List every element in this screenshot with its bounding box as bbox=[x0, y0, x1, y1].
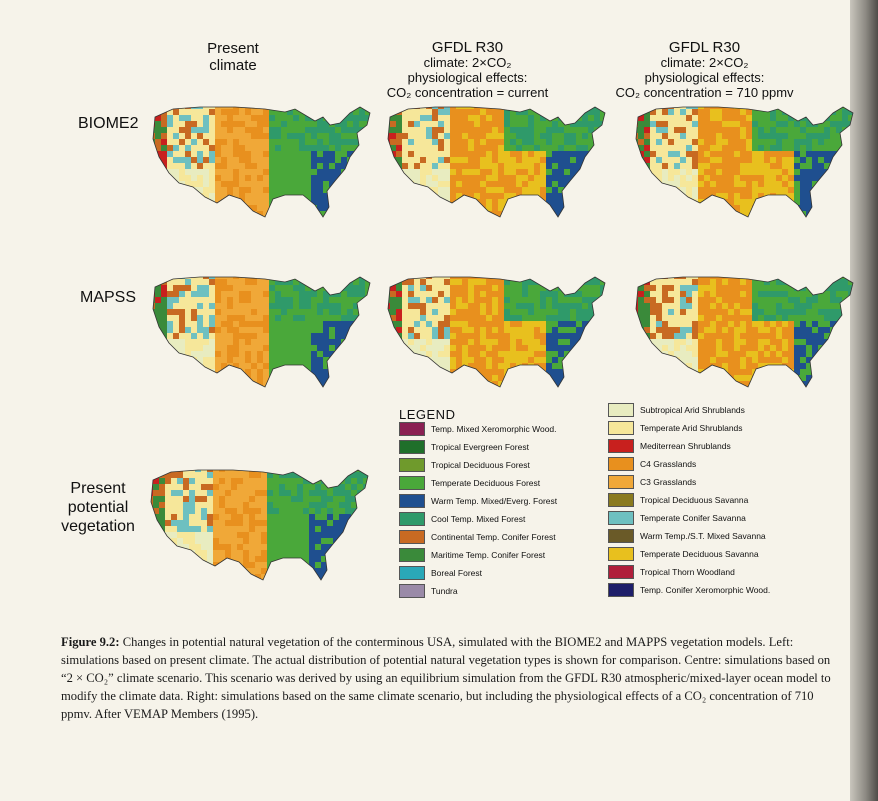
legend-item: Temperate Deciduous Savanna bbox=[608, 546, 759, 562]
legend-swatch bbox=[399, 422, 425, 436]
legend-item: Continental Temp. Conifer Forest bbox=[399, 529, 556, 545]
map-mapss-gfdl-current bbox=[387, 276, 606, 388]
legend-swatch bbox=[608, 529, 634, 543]
legend-swatch bbox=[608, 511, 634, 525]
legend-label: Mediterrean Shrublands bbox=[640, 441, 731, 451]
legend-swatch bbox=[608, 583, 634, 597]
legend-item: Tropical Deciduous Forest bbox=[399, 457, 530, 473]
legend-item: Temperate Deciduous Forest bbox=[399, 475, 540, 491]
legend-item: Mediterrean Shrublands bbox=[608, 438, 731, 454]
legend-item: Warm Temp./S.T. Mixed Savanna bbox=[608, 528, 766, 544]
legend-item: Tropical Deciduous Savanna bbox=[608, 492, 748, 508]
legend-label: Tropical Thorn Woodland bbox=[640, 567, 735, 577]
legend-title: LEGEND bbox=[399, 407, 456, 422]
legend-swatch bbox=[399, 476, 425, 490]
legend-label: Warm Temp./S.T. Mixed Savanna bbox=[640, 531, 766, 541]
legend-item: Cool Temp. Mixed Forest bbox=[399, 511, 525, 527]
legend-item: Warm Temp. Mixed/Everg. Forest bbox=[399, 493, 557, 509]
legend-label: Tropical Deciduous Forest bbox=[431, 460, 530, 470]
legend-swatch bbox=[399, 530, 425, 544]
row-label-biome2: BIOME2 bbox=[78, 115, 139, 132]
map-biome2-gfdl-current bbox=[387, 106, 606, 218]
map-mapss-present bbox=[152, 276, 371, 388]
legend-swatch bbox=[608, 457, 634, 471]
legend-swatch bbox=[399, 584, 425, 598]
legend-swatch bbox=[399, 512, 425, 526]
column-header-present: Present climate bbox=[207, 40, 259, 74]
map-biome2-present bbox=[152, 106, 371, 218]
present-potential-vegetation-label: Present potential vegetation bbox=[61, 480, 135, 535]
caption-label: Figure 9.2: bbox=[61, 635, 120, 649]
map-biome2-gfdl-710 bbox=[635, 106, 854, 218]
legend-swatch bbox=[399, 440, 425, 454]
legend-item: C4 Grasslands bbox=[608, 456, 696, 472]
legend-label: Temp. Conifer Xeromorphic Wood. bbox=[640, 585, 771, 595]
legend-label: Warm Temp. Mixed/Everg. Forest bbox=[431, 496, 558, 506]
column-header-gfdl-current: GFDL R30 climate: 2×CO₂ physiological ef… bbox=[386, 39, 549, 100]
legend-swatch bbox=[399, 494, 425, 508]
map-mapss-gfdl-710 bbox=[635, 276, 854, 388]
caption-text: Changes in potential natural vegetation … bbox=[61, 635, 831, 721]
legend-label: C3 Grasslands bbox=[640, 477, 697, 487]
legend-label: Maritime Temp. Conifer Forest bbox=[431, 550, 546, 560]
legend-label: Temperate Arid Shrublands bbox=[640, 423, 743, 433]
row-label-mapss: MAPSS bbox=[80, 289, 137, 306]
legend-label: Cool Temp. Mixed Forest bbox=[431, 514, 526, 524]
legend-swatch bbox=[399, 458, 425, 472]
legend-item: Temperate Conifer Savanna bbox=[608, 510, 746, 526]
legend-item: Tropical Evergreen Forest bbox=[399, 439, 529, 455]
legend-swatch bbox=[399, 548, 425, 562]
legend-swatch bbox=[399, 566, 425, 580]
legend-label: Subtropical Arid Shrublands bbox=[640, 405, 745, 415]
legend-swatch bbox=[608, 475, 634, 489]
legend-label: Tundra bbox=[431, 586, 458, 596]
legend-item: Tropical Thorn Woodland bbox=[608, 564, 735, 580]
legend-label: Continental Temp. Conifer Forest bbox=[431, 532, 556, 542]
legend-item: Boreal Forest bbox=[399, 565, 482, 581]
figure-caption: Figure 9.2: Changes in potential natural… bbox=[61, 633, 841, 723]
legend-item: Temp. Conifer Xeromorphic Wood. bbox=[608, 582, 770, 598]
legend-label: Temp. Mixed Xeromorphic Wood. bbox=[431, 424, 557, 434]
page-edge bbox=[850, 0, 878, 801]
legend-label: Tropical Deciduous Savanna bbox=[640, 495, 749, 505]
map-present-potential-vegetation bbox=[150, 469, 369, 581]
legend-item: Tundra bbox=[399, 583, 458, 599]
legend-label: C4 Grasslands bbox=[640, 459, 697, 469]
legend-label: Temperate Conifer Savanna bbox=[640, 513, 746, 523]
legend-label: Tropical Evergreen Forest bbox=[431, 442, 529, 452]
legend-swatch bbox=[608, 565, 634, 579]
legend-item: Temp. Mixed Xeromorphic Wood. bbox=[399, 421, 557, 437]
column-header-gfdl-710: GFDL R30 climate: 2×CO₂ physiological ef… bbox=[615, 39, 794, 100]
legend-item: Maritime Temp. Conifer Forest bbox=[399, 547, 545, 563]
legend-label: Temperate Deciduous Savanna bbox=[640, 549, 759, 559]
legend-swatch bbox=[608, 403, 634, 417]
legend-swatch bbox=[608, 493, 634, 507]
legend-item: Temperate Arid Shrublands bbox=[608, 420, 743, 436]
legend-label: Boreal Forest bbox=[431, 568, 483, 578]
legend-swatch bbox=[608, 421, 634, 435]
legend-swatch bbox=[608, 547, 634, 561]
legend-item: Subtropical Arid Shrublands bbox=[608, 402, 745, 418]
legend-item: C3 Grasslands bbox=[608, 474, 696, 490]
legend-label: Temperate Deciduous Forest bbox=[431, 478, 541, 488]
legend-swatch bbox=[608, 439, 634, 453]
